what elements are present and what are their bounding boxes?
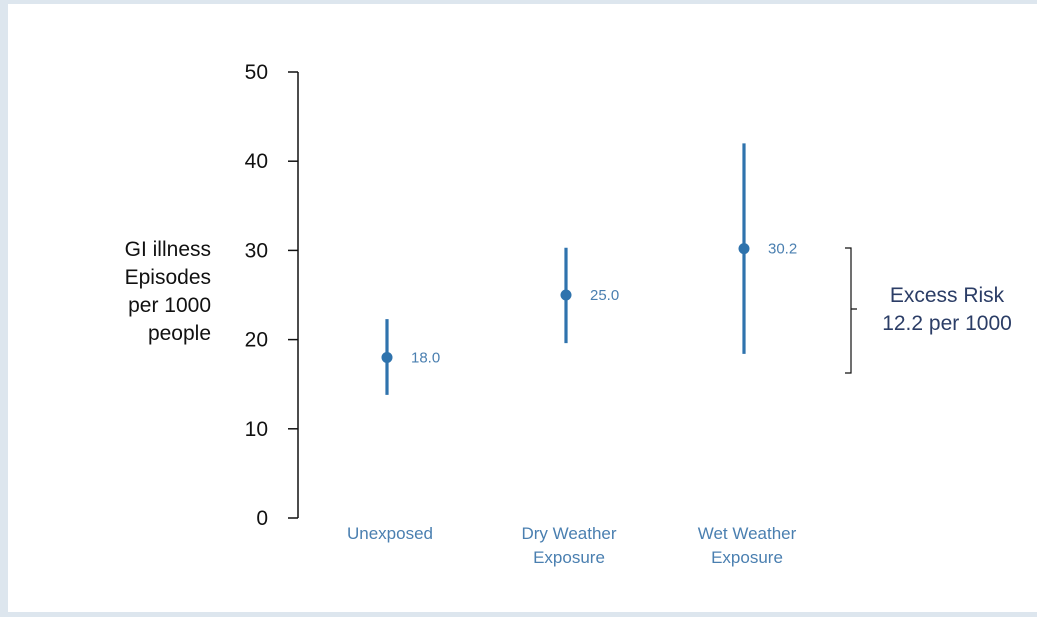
excess-risk-title: Excess Risk — [889, 284, 1005, 307]
y-tick-label: 30 — [245, 239, 268, 262]
value-label: 30.2 — [768, 241, 797, 258]
data-marks: 18.0 25.0 30.2 — [381, 143, 797, 395]
estimate-point — [381, 351, 393, 363]
value-label: 25.0 — [590, 287, 619, 304]
y-tick-label: 50 — [245, 61, 268, 84]
excess-risk-annotation: Excess Risk 12.2 per 1000 — [852, 282, 1037, 338]
excess-risk-value: 12.2 per 1000 — [882, 312, 1012, 335]
y-axis-label: GI illness Episodes per 1000 people — [124, 238, 211, 345]
y-tick-label: 40 — [245, 150, 268, 173]
excess-risk-bracket — [845, 247, 857, 374]
estimate-point — [560, 289, 572, 301]
estimate-point — [738, 243, 750, 255]
value-label: 18.0 — [411, 349, 440, 366]
y-tick-label: 10 — [245, 418, 268, 441]
y-ticks: 0 10 20 30 40 50 — [245, 61, 298, 530]
y-tick-label: 0 — [256, 507, 268, 530]
category-label-dry-weather: Dry Weather Exposure — [521, 524, 617, 567]
category-label-wet-weather: Wet Weather Exposure — [697, 524, 797, 567]
chart-panel — [8, 4, 1037, 612]
category-label-unexposed: Unexposed — [346, 524, 433, 543]
y-tick-label: 20 — [245, 329, 268, 352]
